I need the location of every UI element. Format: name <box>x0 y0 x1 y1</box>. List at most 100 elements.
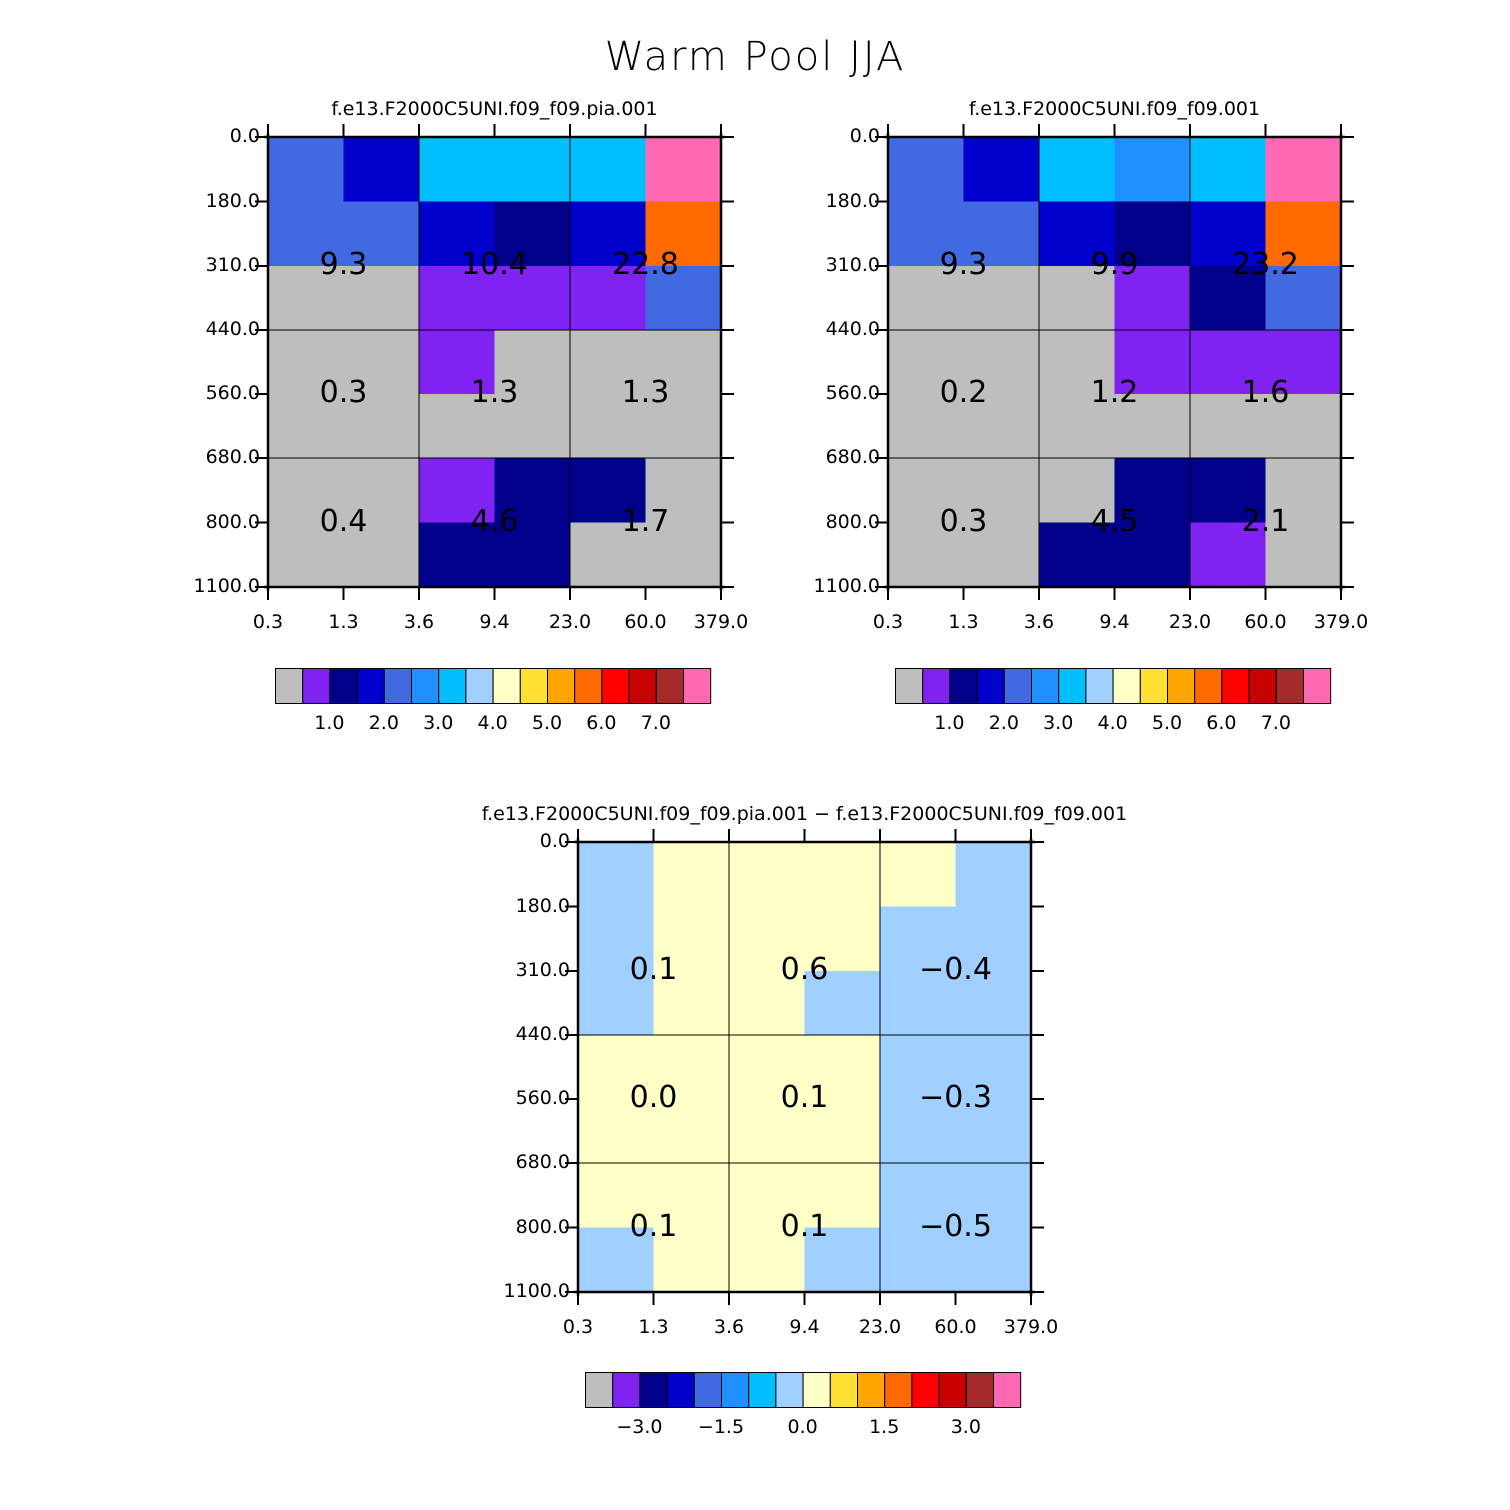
heatmap-cell <box>1039 137 1116 203</box>
heatmap-cell <box>888 458 965 524</box>
colorbar-swatch <box>775 1372 804 1408</box>
colorbar-swatch <box>993 1372 1022 1408</box>
heatmap-cell <box>645 458 722 524</box>
heatmap-cell <box>653 1035 730 1100</box>
box-value-label: 4.6 <box>470 503 519 539</box>
colorbar-swatch <box>492 668 521 704</box>
heatmap-cell <box>1190 522 1267 588</box>
colorbar-swatch <box>683 668 712 704</box>
heatmap-cell <box>570 522 647 588</box>
colorbar-label: 0.0 <box>787 1416 818 1438</box>
colorbar-label: 5.0 <box>1151 712 1183 734</box>
colorbar-swatch <box>976 668 1005 704</box>
heatmap-cell <box>804 1227 881 1293</box>
heatmap-cell <box>1265 266 1342 331</box>
heatmap-cell <box>880 1227 957 1293</box>
panel-title: f.e13.F2000C5UNI.f09_f09.pia.001 − f.e13… <box>481 803 1128 825</box>
x-tick-label: 379.0 <box>1313 611 1369 633</box>
heatmap-cell <box>343 137 420 203</box>
colorbar-2 <box>895 668 1332 704</box>
y-tick-label: 800.0 <box>515 1215 570 1238</box>
colorbar-swatch <box>655 668 684 704</box>
x-tick-label: 1.3 <box>948 611 979 633</box>
heatmap-cell <box>1114 266 1191 331</box>
heatmap-cell <box>880 842 957 908</box>
heatmap-cell <box>494 201 571 267</box>
heatmap-cell <box>494 458 571 524</box>
colorbar-swatch <box>329 668 358 704</box>
heatmap-cell <box>343 330 420 395</box>
heatmap-cell <box>653 1227 730 1293</box>
heatmap-cell <box>729 1099 806 1164</box>
heatmap-cell <box>343 201 420 267</box>
box-value-label: −0.4 <box>919 951 992 987</box>
colorbar-swatch <box>547 668 576 704</box>
heatmap-cell <box>1114 522 1191 588</box>
x-tick-label: 379.0 <box>1003 1316 1059 1338</box>
box-value-label: 1.3 <box>621 375 670 410</box>
box-value-label: 10.4 <box>461 246 528 282</box>
heatmap-cell <box>880 1163 957 1229</box>
heatmap-cell <box>955 842 1032 908</box>
colorbar-swatch <box>411 668 440 704</box>
heatmap-cell <box>955 1035 1032 1100</box>
colorbar-swatch <box>356 668 385 704</box>
heatmap-cell <box>419 458 496 524</box>
heatmap-cell <box>570 330 647 395</box>
y-tick-label: 800.0 <box>205 510 260 533</box>
box-value-label: −0.3 <box>919 1080 992 1115</box>
y-tick-label: 560.0 <box>825 382 880 404</box>
heatmap-cell <box>578 842 655 908</box>
x-tick-label: 3.6 <box>713 1316 745 1338</box>
heatmap-cell <box>963 458 1040 524</box>
heatmap-cell <box>880 1099 957 1164</box>
heatmap-cell <box>888 394 965 459</box>
heatmap-cell <box>729 842 806 908</box>
panel-title: f.e13.F2000C5UNI.f09_f09.pia.001 <box>331 98 658 120</box>
y-tick-label: 310.0 <box>205 254 260 276</box>
heatmap-cell <box>268 137 345 203</box>
box-value-label: 23.2 <box>1232 246 1299 282</box>
heatmap-cell <box>804 842 881 908</box>
y-tick-label: 440.0 <box>205 318 260 340</box>
colorbar-swatch <box>302 668 331 704</box>
colorbar-swatch <box>519 668 549 704</box>
colorbar-swatch <box>748 1372 777 1408</box>
y-tick-label: 560.0 <box>205 382 260 404</box>
box-value-label: 0.4 <box>319 503 368 539</box>
heatmap-cell <box>419 266 496 331</box>
box-value-label: 1.6 <box>1241 375 1290 410</box>
colorbar-label: 2.0 <box>368 712 399 734</box>
x-tick-label: 23.0 <box>1168 611 1212 633</box>
heatmap-cell <box>963 522 1040 588</box>
colorbar-swatch <box>721 1372 750 1408</box>
box-value-label: 9.3 <box>319 246 368 282</box>
colorbar-swatch <box>1275 668 1304 704</box>
y-tick-label: 1100.0 <box>503 1280 570 1302</box>
heatmap-cell <box>955 1099 1032 1164</box>
box-value-label: 9.3 <box>939 246 988 282</box>
heatmap-cell <box>645 330 722 395</box>
colorbar-swatch <box>1167 668 1196 704</box>
colorbar-swatch <box>1248 668 1277 704</box>
x-tick-label: 60.0 <box>1244 611 1287 633</box>
colorbar-swatch <box>895 668 924 704</box>
heatmap-cell <box>729 1227 806 1293</box>
box-value-label: 4.5 <box>1090 503 1139 539</box>
colorbar-label: 1.0 <box>314 712 345 734</box>
heatmap-cell <box>880 971 957 1036</box>
colorbar-label: 1.0 <box>934 712 965 734</box>
heatmap-cell <box>729 1163 806 1229</box>
heatmap-cell <box>343 522 420 588</box>
heatmap-cell <box>645 201 722 267</box>
panel-title: f.e13.F2000C5UNI.f09_f09.001 <box>968 98 1261 120</box>
heatmap-cell <box>804 906 881 972</box>
x-tick-label: 60.0 <box>934 1316 977 1338</box>
colorbar-swatch <box>601 668 630 704</box>
heatmap-cell <box>888 201 965 267</box>
heatmap-cell <box>268 458 345 524</box>
heatmap-cell <box>729 906 806 972</box>
heatmap-cell <box>888 330 965 395</box>
colorbar-swatch <box>949 668 978 704</box>
heatmap-cell <box>419 201 496 267</box>
